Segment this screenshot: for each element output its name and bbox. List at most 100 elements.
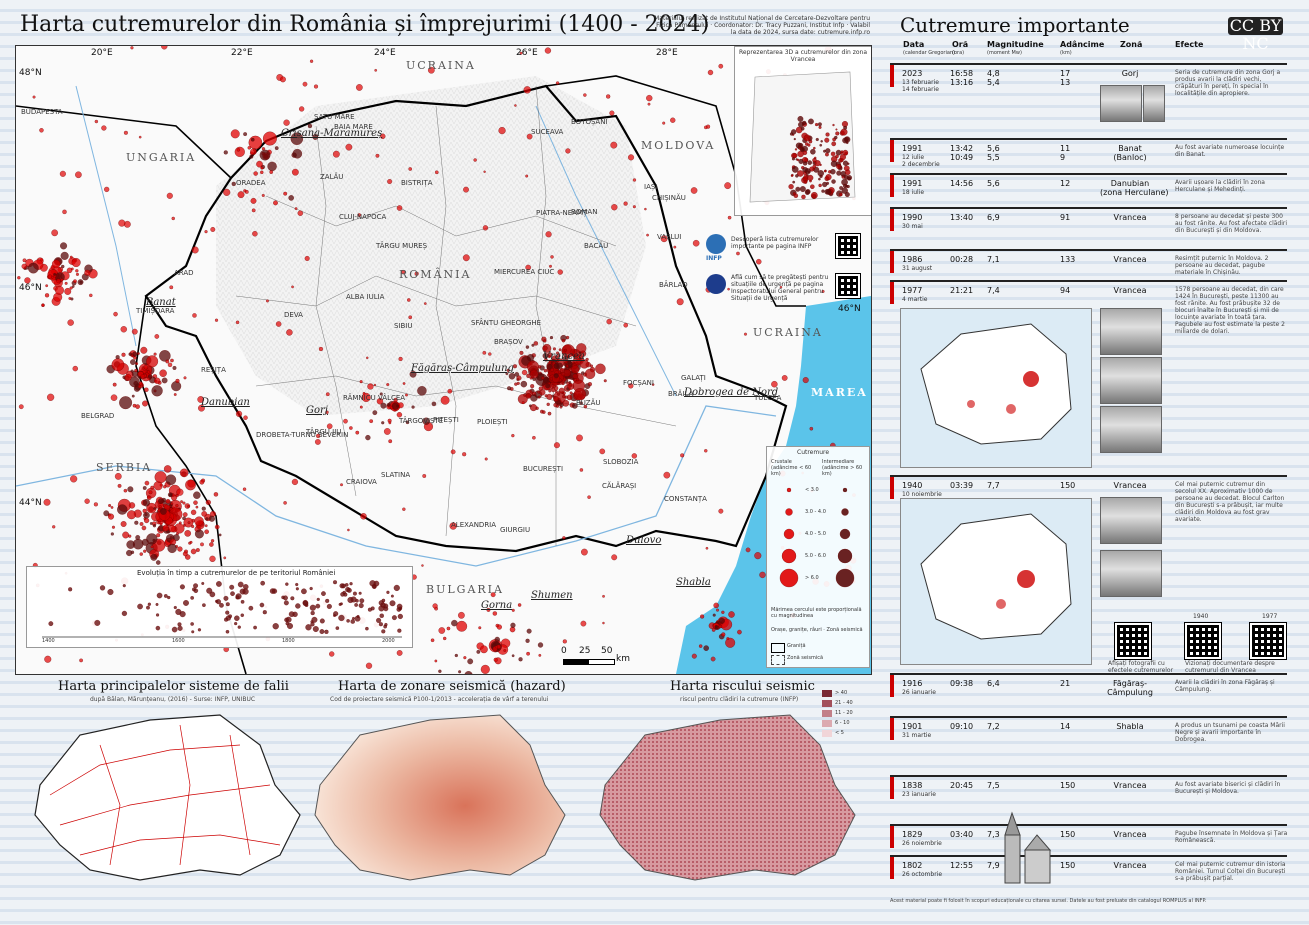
earthquake-marker [288,195,294,201]
table-row: 1901 31 martie 09:10 7,2 14 Shabla A produs un… [890,716,1287,773]
earthquake-marker [367,383,374,390]
earthquake-marker [571,402,578,409]
risk-map-subtitle: riscul pentru clădiri la cutremure (INFP… [680,696,799,703]
earthquake-marker [602,594,605,598]
city-label: PITEȘTI [433,416,459,424]
earthquake-marker [295,582,299,587]
earthquake-marker [814,122,819,127]
earthquake-marker [240,613,244,617]
row-year: 1802 [902,861,923,870]
earthquake-marker [532,435,536,440]
qr-code-icon[interactable] [1114,622,1152,660]
city-label: BISTRIȚA [401,179,433,187]
earthquake-marker [496,624,502,630]
earthquake-marker [139,552,143,556]
row-effects: A produs un tsunami pe coasta Mării Negr… [1175,722,1285,743]
earthquake-marker [99,585,106,591]
header-zone: Zonă [1120,40,1143,49]
qr-code-icon[interactable] [1184,622,1222,660]
header-depth-sub: (km) [1060,50,1072,56]
earthquake-marker [458,611,465,619]
earthquake-marker [199,479,205,485]
country-label: SERBIA [96,461,153,474]
earthquake-marker [511,654,515,658]
inset-graphic [749,71,856,203]
coord-label: 22°E [231,48,253,58]
earthquake-marker [262,131,277,146]
earthquake-marker [149,522,153,525]
earthquake-marker [142,486,147,490]
earthquake-marker [545,231,552,238]
earthquake-marker [225,610,230,615]
earthquake-marker [492,611,497,616]
inset-3d-vrancea[interactable]: Reprezentarea 3D a cutremurelor din zona… [734,46,871,216]
earthquake-marker [110,532,114,536]
earthquake-marker [362,392,366,395]
row-zone: Făgăraș- Câmpulung [1107,679,1153,697]
main-map[interactable]: 48°N 46°N 44°N 20°E 22°E 24°E 26°E 28°E … [15,45,872,675]
earthquake-marker [177,625,183,631]
earthquake-marker [312,134,319,140]
qr-code-icon[interactable] [1249,622,1287,660]
row-accent-bar [890,282,894,304]
earthquake-marker [197,628,202,632]
city-label: BOTOȘANI [571,118,608,126]
qr-caption-2: Vizionați documentare despre cutremurul … [1185,660,1275,674]
row-depth: 133 [1060,255,1076,264]
earthquake-marker [148,490,153,495]
earthquake-marker [138,384,142,389]
legend-extra: Orașe, granițe, râuri · Zonă seismică [771,627,863,633]
earthquake-marker [259,602,265,608]
header-effects: Efecte [1175,40,1204,49]
row-year: 1901 [902,722,923,731]
row-zone: Vrancea [1113,481,1147,490]
earthquake-marker [302,81,308,87]
earthquake-marker [155,625,161,631]
earthquake-marker [781,548,797,564]
row-depth: 14 [1060,722,1071,731]
region-label: Gorna [481,600,513,611]
earthquake-marker [261,147,265,151]
earthquake-marker [710,656,716,662]
earthquake-marker [123,488,128,493]
earthquake-marker [646,94,653,102]
earthquake-marker [243,415,248,420]
earthquake-marker [128,352,133,356]
earthquake-marker [599,448,606,455]
earthquake-marker [158,498,164,504]
earthquake-marker [301,588,307,595]
earthquake-marker [812,164,817,169]
city-label: CHIȘINĂU [652,194,686,202]
earthquake-marker [360,513,367,520]
earthquake-marker [396,205,403,211]
earthquake-marker [47,274,53,279]
earthquake-marker [830,151,836,157]
earthquake-marker [18,404,24,410]
earthquake-marker [553,442,560,449]
legend-note: Mărimea cercului este proporțională cu m… [771,607,862,619]
qr-code-icon[interactable] [835,273,861,299]
earthquake-marker [417,386,427,396]
earthquake-marker [718,617,725,624]
legend-mag-label: < 3.0 [805,487,819,493]
earthquake-marker [526,628,532,634]
qr-code-icon[interactable] [835,233,861,259]
earthquake-marker [476,649,481,654]
earthquake-marker [713,602,719,609]
row-depth: 150 [1060,481,1076,490]
earthquake-marker [290,596,295,601]
earthquake-marker [283,119,290,126]
earthquake-marker [569,391,573,395]
earthquake-marker [531,343,535,347]
earthquake-marker [482,225,489,231]
header-mag: Magnitudine [987,40,1044,49]
region-label: Dulovo [626,535,662,546]
earthquake-marker [48,621,54,627]
earthquake-marker [143,364,149,370]
earthquake-marker [235,320,240,325]
earthquake-marker [456,620,468,632]
earthquake-marker [294,207,298,211]
earthquake-marker [647,102,651,106]
row-day: 26 octombrie [902,871,943,878]
earthquake-marker [795,142,802,149]
